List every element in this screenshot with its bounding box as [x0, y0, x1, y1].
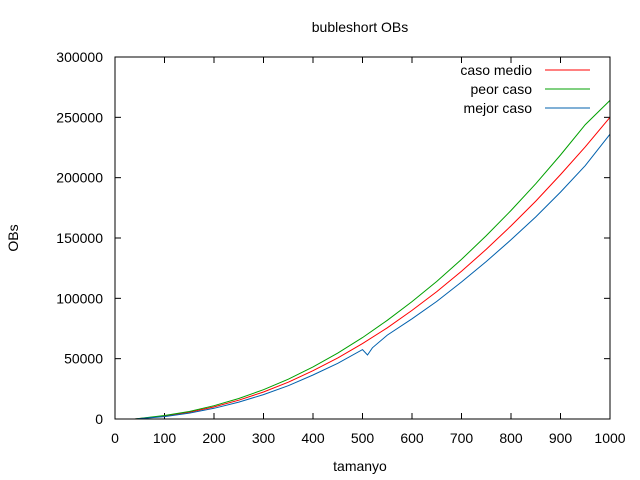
- y-tick-label: 100000: [56, 290, 103, 306]
- legend-label: peor caso: [471, 81, 533, 97]
- x-tick-label: 300: [252, 430, 276, 446]
- y-tick-label: 150000: [56, 230, 103, 246]
- x-tick-label: 700: [450, 430, 474, 446]
- plot-series: [134, 100, 611, 420]
- axis-ticks: 0 100 200 300 400 500 600 700 800 900 1000 0 50000 10…: [56, 49, 625, 446]
- chart-title: bubleshort OBs: [312, 19, 409, 35]
- y-axis-label: OBs: [5, 224, 21, 251]
- x-tick-label: 800: [499, 430, 523, 446]
- x-tick-label: 400: [301, 430, 325, 446]
- x-tick-label: 900: [549, 430, 573, 446]
- x-tick-label: 0: [111, 430, 119, 446]
- y-tick-label: 200000: [56, 170, 103, 186]
- x-tick-label: 100: [153, 430, 177, 446]
- x-axis-label: tamanyo: [333, 458, 387, 474]
- legend-label: caso medio: [460, 62, 532, 78]
- legend-label: mejor caso: [464, 100, 533, 116]
- y-tick-label: 300000: [56, 49, 103, 65]
- series-line-2: [134, 133, 611, 420]
- series-line-0: [134, 116, 611, 420]
- legend: caso medio peor caso mejor caso: [460, 62, 590, 116]
- y-tick-label: 50000: [64, 351, 103, 367]
- x-tick-label: 200: [202, 430, 226, 446]
- series-line-1: [134, 100, 611, 420]
- plot-border: [114, 56, 611, 420]
- x-tick-label: 1000: [594, 430, 625, 446]
- x-tick-label: 500: [351, 430, 375, 446]
- x-tick-label: 600: [400, 430, 424, 446]
- y-tick-label: 0: [95, 411, 103, 427]
- y-tick-label: 250000: [56, 109, 103, 125]
